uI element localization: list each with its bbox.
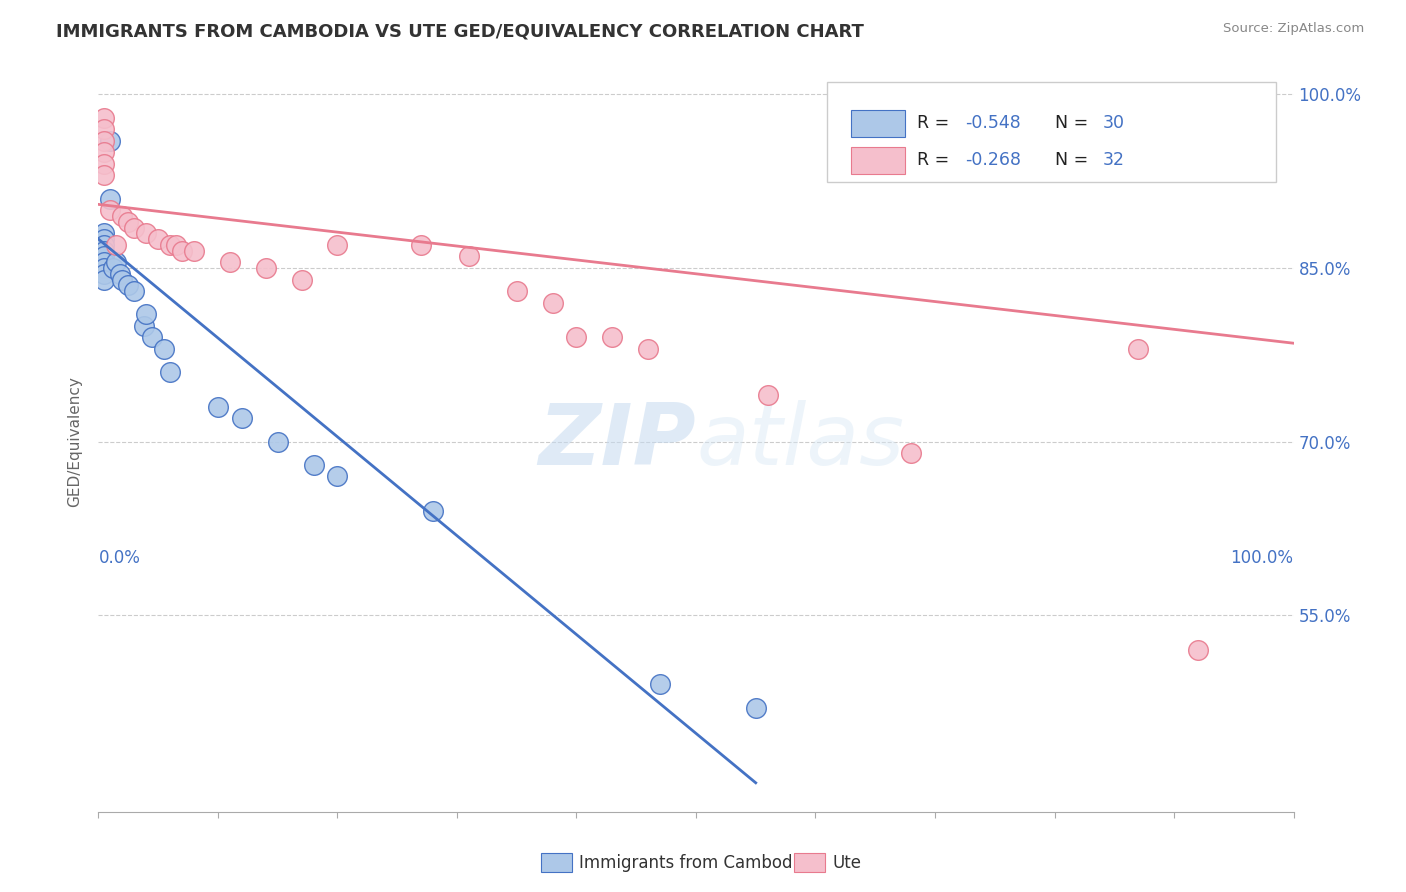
Point xyxy=(93,250,115,264)
Point xyxy=(98,134,122,148)
Point xyxy=(98,192,122,206)
Point xyxy=(159,238,181,252)
Point xyxy=(111,272,134,286)
Point xyxy=(105,238,128,252)
Point xyxy=(254,260,277,275)
Point xyxy=(756,388,779,402)
Text: Ute: Ute xyxy=(832,854,862,871)
Text: IMMIGRANTS FROM CAMBODIA VS UTE GED/EQUIVALENCY CORRELATION CHART: IMMIGRANTS FROM CAMBODIA VS UTE GED/EQUI… xyxy=(56,22,865,40)
Text: ZIP: ZIP xyxy=(538,400,696,483)
Point xyxy=(637,342,659,356)
Point xyxy=(93,122,115,136)
Point xyxy=(93,169,115,183)
Point xyxy=(148,232,170,246)
Point xyxy=(93,134,115,148)
Point xyxy=(93,111,115,125)
Text: R =: R = xyxy=(917,152,955,169)
Text: atlas: atlas xyxy=(696,400,904,483)
Point xyxy=(326,469,349,483)
Point xyxy=(291,272,314,286)
Point xyxy=(207,400,229,414)
Point xyxy=(117,215,139,229)
Point xyxy=(172,244,194,258)
Point xyxy=(231,411,253,425)
Text: Source: ZipAtlas.com: Source: ZipAtlas.com xyxy=(1223,22,1364,36)
Point xyxy=(141,330,163,344)
Point xyxy=(219,255,242,269)
FancyBboxPatch shape xyxy=(852,147,905,174)
Text: 100.0%: 100.0% xyxy=(1230,549,1294,567)
Text: Immigrants from Cambodia: Immigrants from Cambodia xyxy=(579,854,807,871)
Point xyxy=(93,267,115,281)
Point xyxy=(1187,642,1209,657)
Text: 32: 32 xyxy=(1102,152,1125,169)
Point xyxy=(93,255,115,269)
Point xyxy=(93,145,115,160)
Point xyxy=(108,267,131,281)
Text: -0.548: -0.548 xyxy=(965,114,1021,132)
Text: N =: N = xyxy=(1054,152,1094,169)
Point xyxy=(101,260,124,275)
Point xyxy=(648,677,672,691)
Point xyxy=(111,209,134,223)
Point xyxy=(135,227,157,241)
Text: 30: 30 xyxy=(1102,114,1125,132)
Text: -0.268: -0.268 xyxy=(965,152,1021,169)
Point xyxy=(93,238,115,252)
Point xyxy=(124,220,146,235)
Point xyxy=(326,238,349,252)
Point xyxy=(422,504,444,518)
Point xyxy=(93,232,115,246)
Point xyxy=(93,260,115,275)
Point xyxy=(1128,342,1150,356)
FancyBboxPatch shape xyxy=(852,110,905,136)
Point xyxy=(93,227,115,241)
Text: 0.0%: 0.0% xyxy=(98,549,141,567)
Point xyxy=(302,458,325,472)
Point xyxy=(183,244,205,258)
Point xyxy=(117,278,139,293)
Point xyxy=(132,318,155,333)
Point xyxy=(124,284,146,298)
Point xyxy=(506,284,529,298)
Point xyxy=(602,330,624,344)
Point xyxy=(267,434,290,449)
Point xyxy=(541,295,564,310)
Point xyxy=(98,203,122,218)
Point xyxy=(93,157,115,171)
Point xyxy=(165,238,187,252)
Point xyxy=(93,244,115,258)
Text: R =: R = xyxy=(917,114,955,132)
Text: N =: N = xyxy=(1054,114,1094,132)
Y-axis label: GED/Equivalency: GED/Equivalency xyxy=(67,376,83,507)
Point xyxy=(900,446,922,460)
Point xyxy=(135,307,157,321)
Point xyxy=(411,238,433,252)
Point xyxy=(105,255,128,269)
Point xyxy=(159,365,181,379)
Point xyxy=(745,700,768,714)
Point xyxy=(565,330,588,344)
FancyBboxPatch shape xyxy=(827,82,1275,183)
Point xyxy=(458,250,481,264)
Point xyxy=(93,272,115,286)
Point xyxy=(153,342,176,356)
